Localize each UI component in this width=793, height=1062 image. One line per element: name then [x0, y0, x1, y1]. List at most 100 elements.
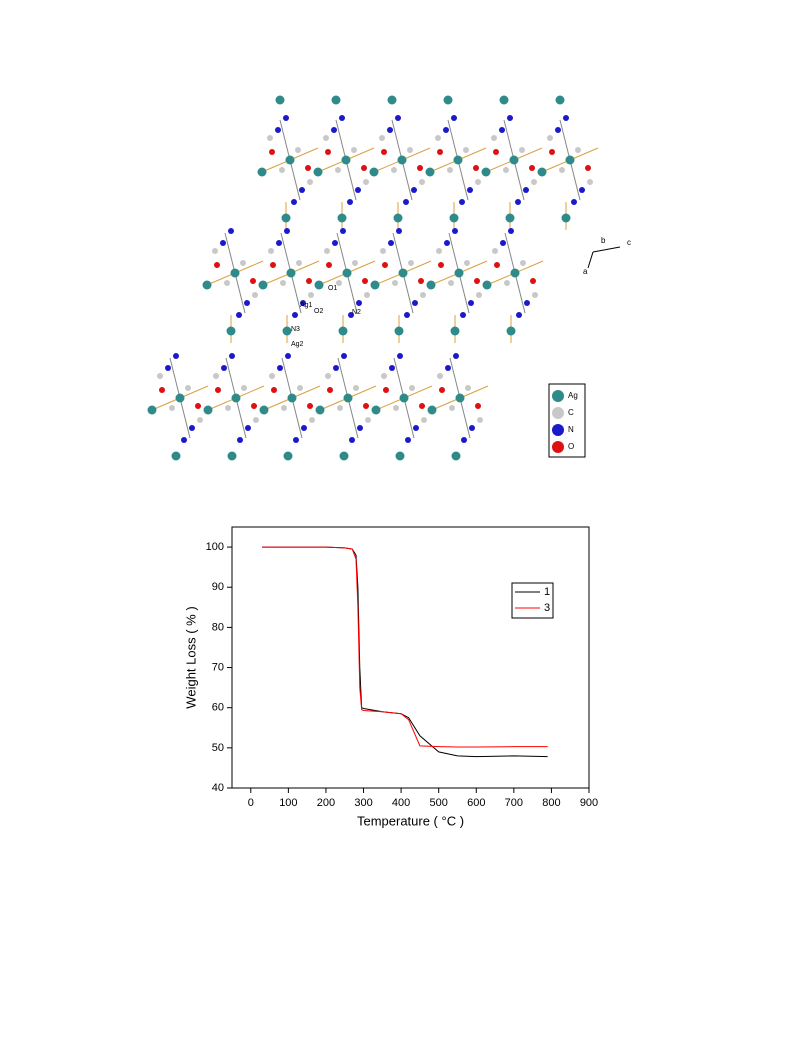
atom — [426, 280, 436, 290]
atom — [530, 278, 536, 284]
atom — [481, 167, 491, 177]
atom — [226, 326, 236, 336]
arrow-c — [592, 246, 621, 253]
atom — [394, 326, 404, 336]
atom — [351, 147, 357, 153]
atom — [157, 373, 163, 379]
atom — [296, 260, 302, 266]
atom — [437, 149, 443, 155]
x-axis-label: Temperature ( °C ) — [357, 813, 464, 828]
atom — [393, 405, 399, 411]
atom — [221, 365, 227, 371]
atom — [228, 228, 234, 234]
atom — [493, 149, 499, 155]
atom-label: O2 — [314, 308, 323, 315]
atom — [306, 278, 312, 284]
atom — [173, 353, 179, 359]
atom — [245, 425, 251, 431]
atom — [579, 187, 585, 193]
atom — [250, 278, 256, 284]
atom — [338, 326, 348, 336]
atom — [494, 262, 500, 268]
atom — [411, 187, 417, 193]
bond — [457, 159, 469, 201]
atom — [277, 365, 283, 371]
y-tick-label: 80 — [212, 621, 224, 633]
atom — [355, 187, 361, 193]
atom — [397, 353, 403, 359]
bond — [289, 159, 301, 201]
atom — [353, 385, 359, 391]
bond — [224, 232, 236, 274]
atom — [333, 365, 339, 371]
bond — [569, 159, 581, 201]
atom — [276, 240, 282, 246]
atom — [280, 280, 286, 286]
atom — [417, 165, 423, 171]
x-tick-label: 200 — [317, 797, 335, 809]
atom — [364, 292, 370, 298]
atom — [459, 199, 465, 205]
atom — [175, 393, 185, 403]
atom — [300, 300, 306, 306]
atom — [292, 312, 298, 318]
data-line — [262, 546, 548, 758]
atom — [436, 248, 442, 254]
atom — [325, 373, 331, 379]
atom — [532, 292, 538, 298]
x-tick-label: 0 — [248, 797, 254, 809]
atom — [314, 280, 324, 290]
axis-letter: c — [627, 238, 631, 247]
arrow-a — [587, 251, 594, 269]
atom — [453, 353, 459, 359]
atom — [341, 353, 347, 359]
atom — [286, 268, 296, 278]
atom — [504, 280, 510, 286]
atom — [305, 165, 311, 171]
atom — [451, 115, 457, 121]
atom — [323, 135, 329, 141]
atom — [450, 326, 460, 336]
axis-letter: a — [583, 267, 588, 276]
bond — [449, 357, 461, 399]
atom — [559, 167, 565, 173]
x-tick-label: 500 — [430, 797, 448, 809]
atom — [391, 167, 397, 173]
atom — [230, 268, 240, 278]
atom — [283, 451, 293, 461]
bond — [514, 272, 526, 314]
bond — [281, 357, 293, 399]
atom — [236, 312, 242, 318]
atom — [307, 403, 313, 409]
atom — [213, 373, 219, 379]
atom — [309, 417, 315, 423]
atom — [365, 417, 371, 423]
atom — [229, 353, 235, 359]
atom — [537, 167, 547, 177]
legend-atom — [552, 441, 564, 453]
atom — [295, 147, 301, 153]
legend-atom — [552, 390, 564, 402]
atom — [335, 167, 341, 173]
bond — [335, 119, 347, 161]
atom — [215, 387, 221, 393]
atom — [565, 155, 575, 165]
atom — [474, 278, 480, 284]
atom — [251, 403, 257, 409]
bond — [402, 272, 414, 314]
atom — [257, 167, 267, 177]
atom — [336, 280, 342, 286]
atom — [575, 147, 581, 153]
bond — [280, 232, 292, 274]
atom — [270, 262, 276, 268]
atom — [380, 248, 386, 254]
atom — [369, 167, 379, 177]
atom — [389, 365, 395, 371]
legend-atom — [552, 424, 564, 436]
atom — [342, 268, 352, 278]
x-tick-label: 800 — [542, 797, 560, 809]
atom — [297, 385, 303, 391]
atom — [379, 135, 385, 141]
atom — [337, 213, 347, 223]
bond — [337, 357, 349, 399]
